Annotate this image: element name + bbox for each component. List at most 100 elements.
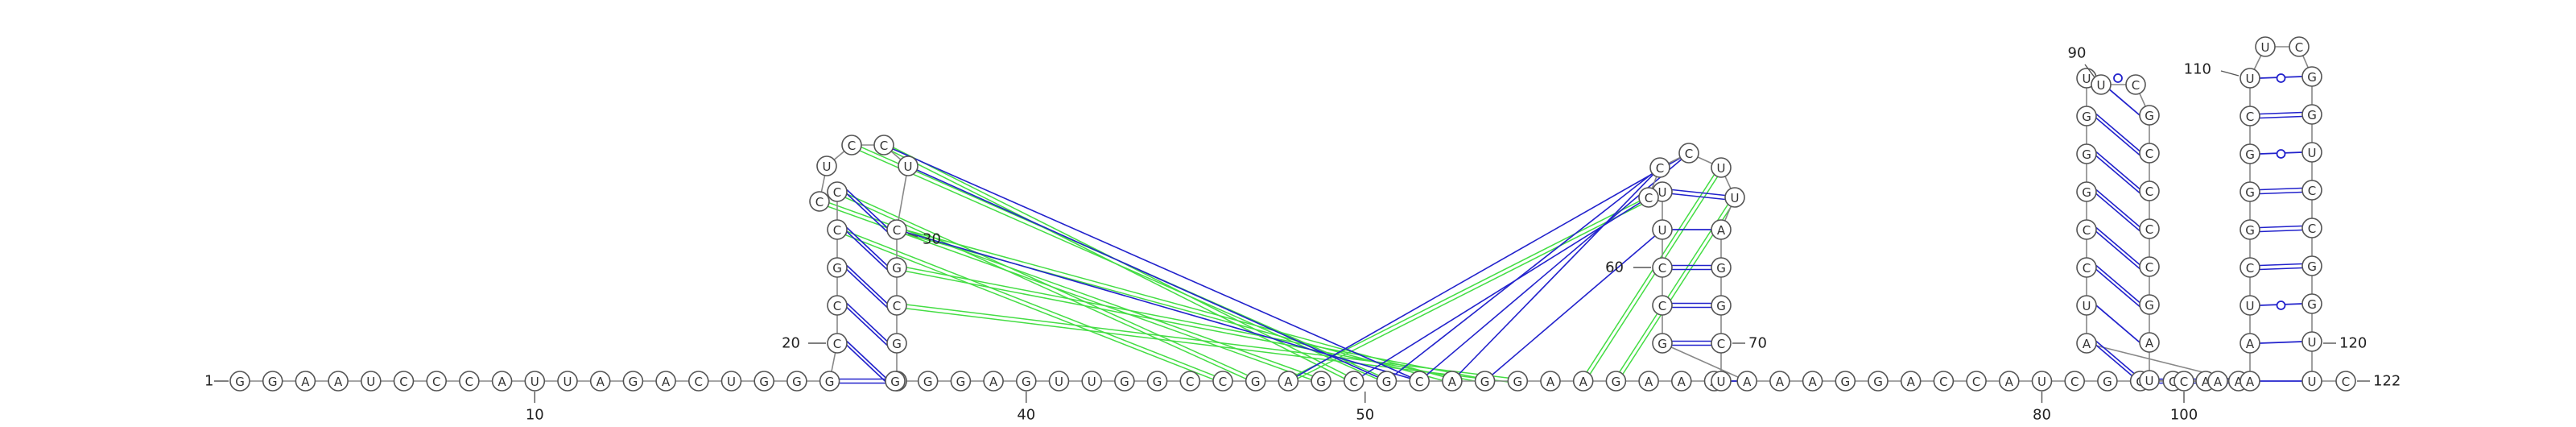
base-pair-line bbox=[846, 302, 888, 342]
nucleotide: U bbox=[1711, 371, 1732, 392]
nucleotide-circle bbox=[1678, 143, 1699, 164]
nucleotide-letter: U bbox=[2037, 375, 2046, 389]
nucleotide-letter: C bbox=[880, 139, 888, 153]
numbering-text: 110 bbox=[2184, 61, 2211, 78]
nucleotide-letter: C bbox=[2295, 40, 2303, 55]
nucleotide-circle bbox=[2240, 257, 2260, 278]
nucleotide-letter: A bbox=[2145, 336, 2154, 350]
nucleotide: G bbox=[1605, 371, 1627, 392]
nucleotide: U bbox=[2255, 36, 2276, 57]
numbering-label-30: 30 bbox=[907, 231, 941, 248]
numbering-label-90: 90 bbox=[2068, 45, 2095, 78]
nucleotide: C bbox=[2139, 218, 2160, 239]
nucleotide: C bbox=[1966, 371, 1987, 392]
nucleotide-letter: G bbox=[1716, 261, 1726, 276]
tertiary-interaction-green bbox=[836, 230, 1223, 383]
nucleotide: G bbox=[886, 257, 907, 278]
nucleotide-circle bbox=[1344, 371, 1364, 392]
nucleotide-letter: C bbox=[2145, 147, 2153, 161]
nucleotide: G bbox=[2240, 181, 2260, 202]
nucleotide-letter: G bbox=[2307, 70, 2317, 85]
nucleotide-letter: G bbox=[268, 375, 278, 389]
nucleotide: C bbox=[873, 135, 894, 155]
nucleotide: G bbox=[827, 257, 848, 278]
base-pair-line bbox=[2259, 191, 2303, 195]
nucleotide: C bbox=[426, 371, 448, 392]
nucleotide: G bbox=[819, 371, 840, 392]
nucleotide: A bbox=[1442, 371, 1463, 392]
interaction-lines bbox=[818, 143, 1737, 384]
nucleotide-letter: A bbox=[1808, 375, 1817, 389]
nucleotide-letter: C bbox=[2070, 375, 2079, 389]
nucleotide-letter: G bbox=[2103, 375, 2112, 389]
nucleotide: G bbox=[1245, 371, 1266, 392]
nucleotide: G bbox=[1868, 371, 1889, 392]
nucleotide: A bbox=[2076, 333, 2097, 354]
numbering-label-50: 50 bbox=[1356, 392, 1374, 424]
nucleotide-circle bbox=[1736, 371, 1757, 392]
base-pair-line bbox=[2259, 341, 2303, 344]
nucleotide-circle bbox=[360, 371, 382, 392]
nucleotide: A bbox=[1278, 371, 1299, 392]
nucleotide: A bbox=[1572, 371, 1594, 392]
nucleotide: C bbox=[2076, 219, 2097, 240]
nucleotide-letter: C bbox=[1350, 375, 1358, 389]
numbering-text: 1 bbox=[204, 373, 213, 390]
nucleotide-circle bbox=[229, 371, 250, 392]
base-pair-line bbox=[846, 189, 888, 229]
nucleotide-letter: G bbox=[1251, 375, 1261, 389]
nucleotide-letter: C bbox=[399, 375, 407, 389]
nucleotide-letter: C bbox=[815, 195, 824, 209]
nucleotide-circle bbox=[1245, 371, 1266, 392]
nucleotide-circle bbox=[2097, 371, 2118, 392]
nucleotide: U bbox=[2301, 142, 2322, 163]
nucleotide-letter: G bbox=[1513, 375, 1522, 389]
nucleotide-letter: U bbox=[904, 160, 913, 174]
nucleotide-circle bbox=[2076, 181, 2097, 202]
nucleotide-letter: A bbox=[2083, 337, 2091, 351]
nucleotide-circle bbox=[898, 155, 919, 176]
base-pair-line bbox=[2095, 155, 2140, 194]
nucleotide-circle bbox=[1868, 371, 1889, 392]
wobble-pair-marker bbox=[2113, 73, 2123, 83]
nucleotide: G bbox=[786, 371, 807, 392]
nucleotide-circle bbox=[1711, 157, 1732, 178]
nucleotide-letter: U bbox=[2308, 375, 2317, 389]
base-pair-line bbox=[2259, 115, 2303, 119]
numbering-text: 120 bbox=[2339, 335, 2367, 352]
nucleotide: C bbox=[1652, 257, 1673, 278]
nucleotide: C bbox=[2301, 180, 2322, 201]
nucleotide-circle bbox=[1278, 371, 1299, 392]
nucleotide: C bbox=[1678, 143, 1699, 164]
nucleotide: C bbox=[2076, 257, 2097, 278]
nucleotide: U bbox=[2076, 295, 2097, 316]
tertiary-interaction-green bbox=[1286, 189, 1662, 380]
base-pair-line bbox=[2259, 267, 2303, 271]
nucleotide-circle bbox=[2301, 371, 2322, 392]
tertiary-interaction-green bbox=[1584, 168, 1724, 383]
nucleotide: G bbox=[2139, 294, 2160, 315]
nucleotide-letter: G bbox=[892, 337, 902, 351]
nucleotide-circle bbox=[1652, 333, 1673, 354]
nucleotide: C bbox=[1638, 187, 1659, 208]
nucleotide-circle bbox=[786, 371, 807, 392]
nucleotide-circle bbox=[2301, 180, 2322, 201]
nucleotide-circle bbox=[1376, 371, 1397, 392]
base-pair-line bbox=[846, 340, 888, 380]
nucleotide: U bbox=[2301, 371, 2322, 392]
nucleotide: A bbox=[1671, 371, 1692, 392]
nucleotide: U bbox=[1652, 219, 1673, 240]
nucleotide-circle bbox=[2301, 331, 2322, 352]
nucleotide-letter: G bbox=[1716, 299, 1726, 313]
nucleotide-letter: U bbox=[564, 375, 572, 389]
nucleotide-circle bbox=[1638, 187, 1659, 208]
nucleotide-circle bbox=[557, 371, 578, 392]
numbering-text: 50 bbox=[1356, 407, 1374, 424]
nucleotide: A bbox=[2240, 371, 2260, 392]
base-pair-line bbox=[846, 264, 888, 305]
nucleotide-circle bbox=[1652, 219, 1673, 240]
nucleotide-circle bbox=[1649, 157, 1670, 178]
nucleotide-letter: A bbox=[301, 375, 310, 389]
numbering-tick bbox=[2084, 64, 2095, 78]
nucleotide-circle bbox=[2289, 36, 2310, 57]
